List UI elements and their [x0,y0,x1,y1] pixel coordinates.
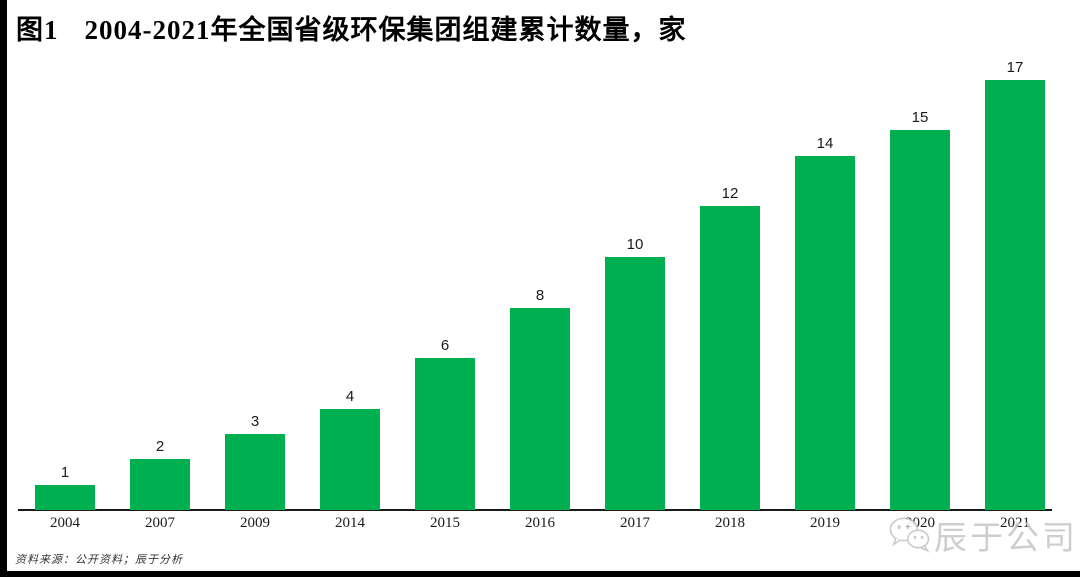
source-note: 资料来源：公开资料；辰于分析 [15,554,183,566]
bar [795,156,855,510]
bar-value-label: 8 [535,287,545,304]
bar-value-label: 15 [911,109,929,126]
bar-value-label: 1 [60,464,70,481]
bottom-border-bar [0,571,1080,577]
chart-title-text: 2004-2021年全国省级环保集团组建累计数量，家 [84,15,687,45]
x-tick-label: 2015 [430,515,460,531]
bar [415,358,475,510]
bar [320,409,380,510]
bar-value-label: 6 [440,337,450,354]
x-tick-label: 2019 [810,515,840,531]
x-tick-label: 2018 [715,515,745,531]
bar-value-label: 10 [626,236,644,253]
bar-value-label: 2 [155,438,165,455]
bar [890,130,950,510]
x-tick-label: 2017 [620,515,650,531]
figure-number: 图1 [16,15,59,45]
x-tick-label: 2004 [50,515,80,531]
x-tick-label: 2014 [335,515,365,531]
x-tick-label: 2007 [145,515,175,531]
bar-value-label: 14 [816,135,834,152]
bar [225,434,285,510]
bar [130,459,190,510]
x-axis-line [18,509,1052,511]
bar [510,308,570,510]
bar-value-label: 4 [345,388,355,405]
bar-value-label: 17 [1006,59,1024,76]
bar [700,206,760,510]
x-tick-label: 2021 [1000,515,1030,531]
bar-value-label: 12 [721,185,739,202]
bar [35,485,95,510]
bar-value-label: 3 [250,413,260,430]
x-tick-label: 2016 [525,515,555,531]
left-border-bar [0,0,7,577]
bar [985,80,1045,510]
x-tick-label: 2009 [240,515,270,531]
bar [605,257,665,510]
x-tick-label: 2020 [905,515,935,531]
chart-title: 图1 2004-2021年全国省级环保集团组建累计数量，家 [16,8,687,47]
